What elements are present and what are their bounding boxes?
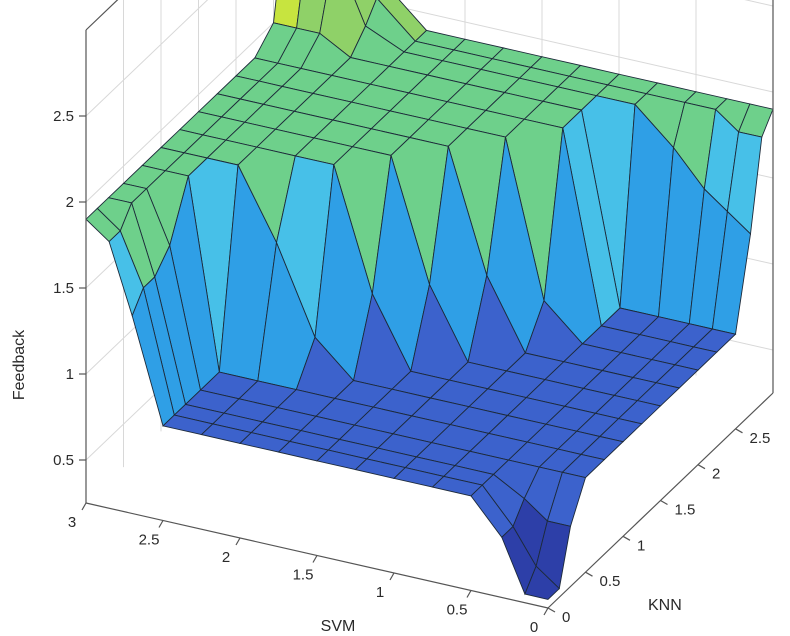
knn-tick-label: 2 [712, 466, 720, 483]
surface-mesh [85, 0, 774, 600]
z-axis-label: Feedback [11, 329, 28, 400]
knn-tick-mark [622, 535, 631, 541]
surface-patch [524, 565, 560, 600]
tick-labels: 0 0.5 1 1.5 2 2.5 3 0 0.5 1 1.5 2 2.5 0.5 1 1.5 2 2.5 [53, 108, 770, 636]
svm-tick-label: 1.5 [293, 567, 314, 584]
box-outline [85, 0, 774, 393]
svm-tick-mark [466, 590, 472, 598]
feedback-tick-label: 2.5 [53, 108, 74, 125]
knn-tick-label: 0 [562, 609, 570, 626]
feedback-tick-label: 1.5 [53, 280, 74, 297]
svm-tick-mark [235, 537, 241, 546]
x-axis-label: SVM [321, 618, 356, 635]
svm-tick-label: 1 [376, 584, 384, 601]
svm-tick-label: 0 [530, 619, 538, 636]
feedback-tick-label: 2 [66, 194, 74, 211]
knn-tick-label: 1 [637, 537, 645, 554]
feedback-tick-label: 1 [66, 366, 74, 383]
feedback-tick-label: 0.5 [53, 452, 74, 469]
knn-tick-label: 2.5 [750, 430, 771, 447]
knn-tick-mark [547, 607, 556, 613]
svm-tick-mark [81, 502, 87, 511]
svm-tick-mark [389, 572, 395, 581]
knn-tick-mark [660, 499, 668, 506]
svm-tick-mark [312, 555, 318, 563]
knn-tick-label: 0.5 [600, 573, 621, 590]
svm-tick-label: 2.5 [139, 532, 160, 549]
y-axis-label: KNN [648, 597, 682, 614]
svm-tick-label: 2 [222, 549, 230, 566]
grid-line [85, 0, 774, 117]
svm-tick-mark [543, 607, 549, 616]
svm-tick-label: 3 [68, 514, 76, 531]
svm-tick-label: 0.5 [447, 602, 468, 619]
knn-tick-mark [735, 428, 743, 434]
grid-line [85, 0, 774, 203]
svm-tick-mark [158, 520, 164, 528]
knn-tick-mark [697, 464, 706, 470]
knn-tick-mark [585, 571, 593, 577]
knn-tick-label: 1.5 [675, 502, 696, 519]
